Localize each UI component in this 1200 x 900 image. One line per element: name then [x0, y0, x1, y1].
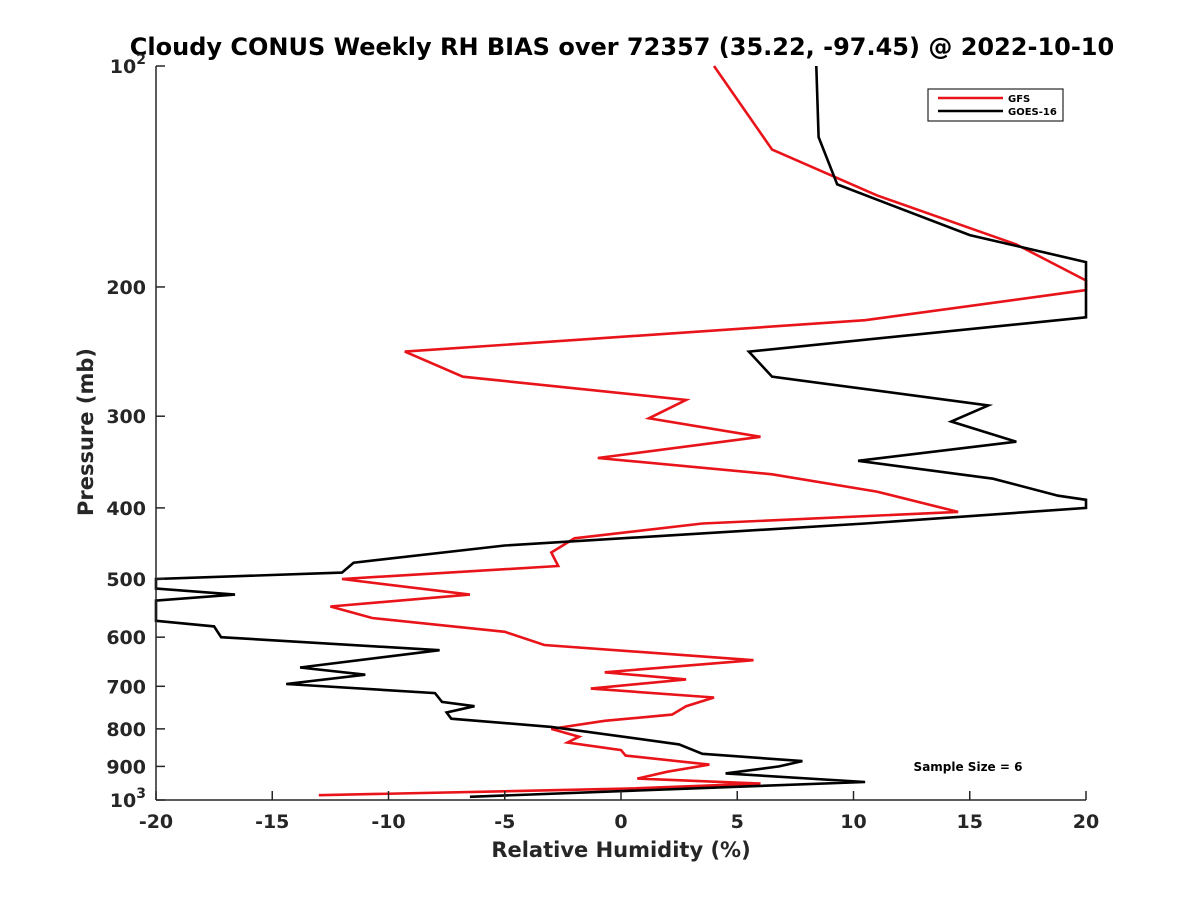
legend-box — [927, 88, 1064, 122]
axes-layer: -20 -15 -10 -5 0 5 10 15 20 102 200 300 400 500 600 700… — [106, 52, 1099, 833]
y-tick-label: 200 — [106, 277, 146, 299]
y-tick-label: 103 — [110, 786, 146, 812]
x-axis-label: Relative Humidity (%) — [491, 838, 750, 862]
y-tick-label: 400 — [106, 498, 146, 520]
y-tick-label: 800 — [106, 719, 146, 741]
y-tick-label: 900 — [106, 756, 146, 778]
x-tick-label: -10 — [371, 811, 405, 833]
legend: GFS GOES-16 — [927, 88, 1064, 122]
legend-label: GOES-16 — [1008, 107, 1057, 118]
y-tick-label: 102 — [110, 52, 146, 78]
y-tick-label: 700 — [106, 676, 146, 698]
series-layer — [154, 65, 1088, 799]
chart-title: Cloudy CONUS Weekly RH BIAS over 72357 (… — [130, 33, 1114, 61]
series-line-gfs — [318, 65, 1088, 797]
x-tick-label: 20 — [1073, 811, 1099, 833]
x-tick-label: 10 — [840, 811, 866, 833]
y-axis-label: Pressure (mb) — [74, 348, 98, 516]
legend-label: GFS — [1008, 94, 1030, 105]
x-tick-label: -15 — [255, 811, 289, 833]
x-tick-label: 0 — [614, 811, 627, 833]
x-tick-label: -5 — [494, 811, 515, 833]
x-tick-label: 5 — [731, 811, 744, 833]
y-tick-label: 600 — [106, 627, 146, 649]
sample-size-annotation: Sample Size = 6 — [914, 760, 1023, 774]
series-line-goes-16 — [154, 65, 1088, 799]
y-tick-label: 500 — [106, 569, 146, 591]
y-tick-label: 300 — [106, 406, 146, 428]
x-tick-label: -20 — [139, 811, 173, 833]
x-tick-label: 15 — [957, 811, 983, 833]
